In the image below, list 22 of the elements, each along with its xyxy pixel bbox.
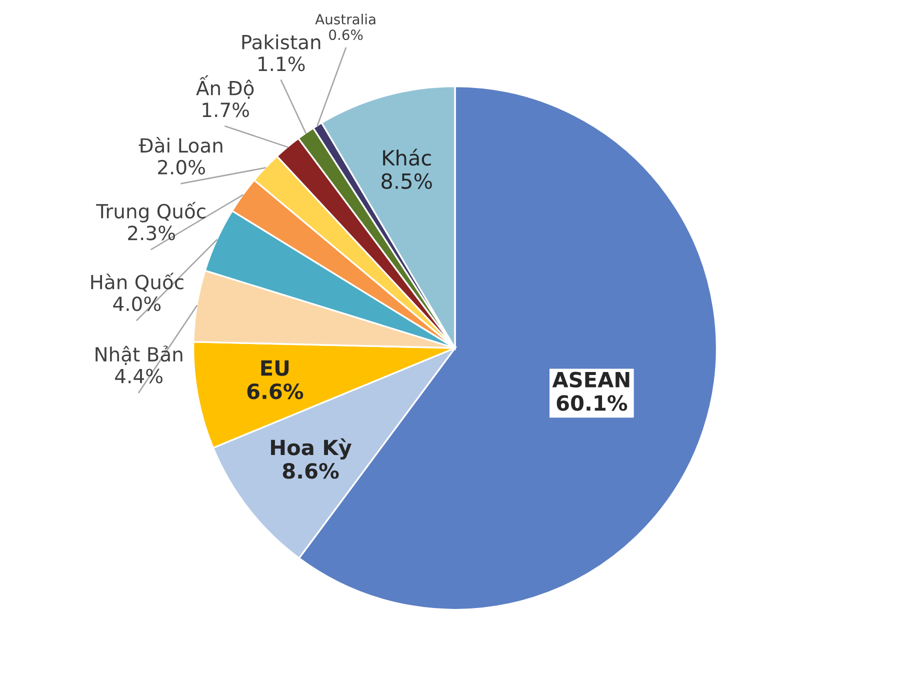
slice-label: Đài Loan (138, 136, 222, 153)
slice-label: Hoa Kỳ (271, 438, 352, 460)
data-label: 0.6% (329, 30, 363, 40)
slice-label: Nhật Bản (96, 346, 182, 365)
slice-label: ASEAN (552, 372, 630, 388)
slice-label: Ấn Độ (196, 75, 254, 99)
slice-label: Hàn Quốc (91, 272, 184, 292)
data-label: 2.0% (158, 160, 205, 175)
slice-label: Australia (315, 14, 376, 25)
data-label: 8.5% (382, 173, 432, 190)
data-label: 1.7% (202, 102, 249, 118)
slice-label: Trung Quốc (96, 202, 206, 222)
data-label: 6.6% (247, 383, 304, 400)
data-label: 4.0% (113, 296, 161, 312)
data-label: 60.1% (556, 395, 628, 411)
data-label: 4.4% (115, 368, 162, 384)
data-label: 1.1% (258, 56, 305, 72)
data-label: 2.3% (128, 226, 175, 240)
data-label: 8.6% (282, 463, 339, 479)
slice-label: EU (261, 360, 289, 376)
slice-label: Pakistan (242, 34, 320, 50)
slice-label: Khác (383, 148, 431, 166)
